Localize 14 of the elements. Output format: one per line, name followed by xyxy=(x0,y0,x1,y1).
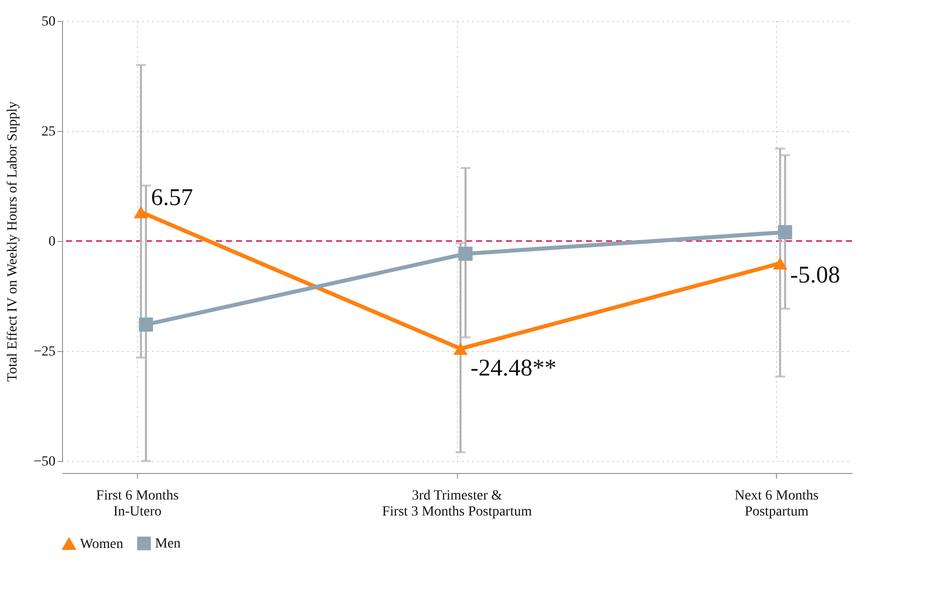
y-axis-title: Total Effect IV on Weekly Hours of Labor Supply xyxy=(6,101,21,382)
legend-label: Women xyxy=(80,536,124,552)
data-label: 6.57 xyxy=(150,185,193,212)
data-label: -24.48** xyxy=(470,356,557,382)
x-tick-label: 3rd Trimester & First 3 Months Postpartum xyxy=(382,488,532,520)
legend-label: Men xyxy=(155,536,181,552)
data-label: -5.08 xyxy=(790,262,840,288)
y-tick-label: 50 xyxy=(42,14,56,30)
x-tick-label: Next 6 Months Postpartum xyxy=(734,488,819,520)
y-tick-label: −50 xyxy=(34,454,56,470)
y-tick-label: −25 xyxy=(34,344,56,360)
x-tick-label: First 6 Months In-Utero xyxy=(96,488,179,520)
y-tick-label: 25 xyxy=(42,124,56,140)
y-tick-label: 0 xyxy=(48,234,56,250)
